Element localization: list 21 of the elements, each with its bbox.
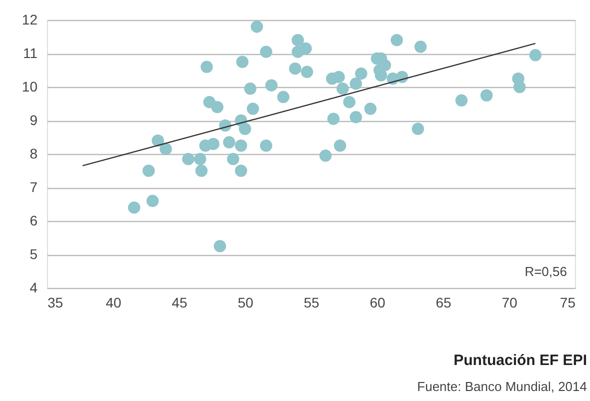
x-axis-title: Puntuación EF EPI: [454, 352, 587, 369]
x-tick-label: 55: [304, 294, 320, 310]
y-tick-label: 11: [22, 45, 38, 61]
x-tick-label: 35: [48, 294, 64, 310]
annotation: R=0,56: [524, 264, 567, 279]
x-tick-label: 60: [370, 294, 386, 310]
x-tick-label: 50: [238, 294, 254, 310]
y-tick-label: 8: [30, 146, 38, 162]
source-note: Fuente: Banco Mundial, 2014: [417, 379, 587, 394]
x-tick-label: 40: [106, 294, 122, 310]
y-tick-label: 7: [30, 179, 38, 195]
y-tick-label: 12: [22, 12, 38, 28]
y-tick-label: 4: [30, 280, 38, 296]
y-tick-label: 10: [22, 78, 38, 94]
x-tick-label: 75: [560, 294, 576, 310]
x-tick-label: 45: [172, 294, 188, 310]
x-tick-label: 65: [436, 294, 452, 310]
x-tick-label: 70: [502, 294, 518, 310]
y-tick-label: 9: [30, 112, 38, 128]
y-tick-label: 5: [30, 246, 38, 262]
y-tick-label: 6: [30, 212, 38, 228]
